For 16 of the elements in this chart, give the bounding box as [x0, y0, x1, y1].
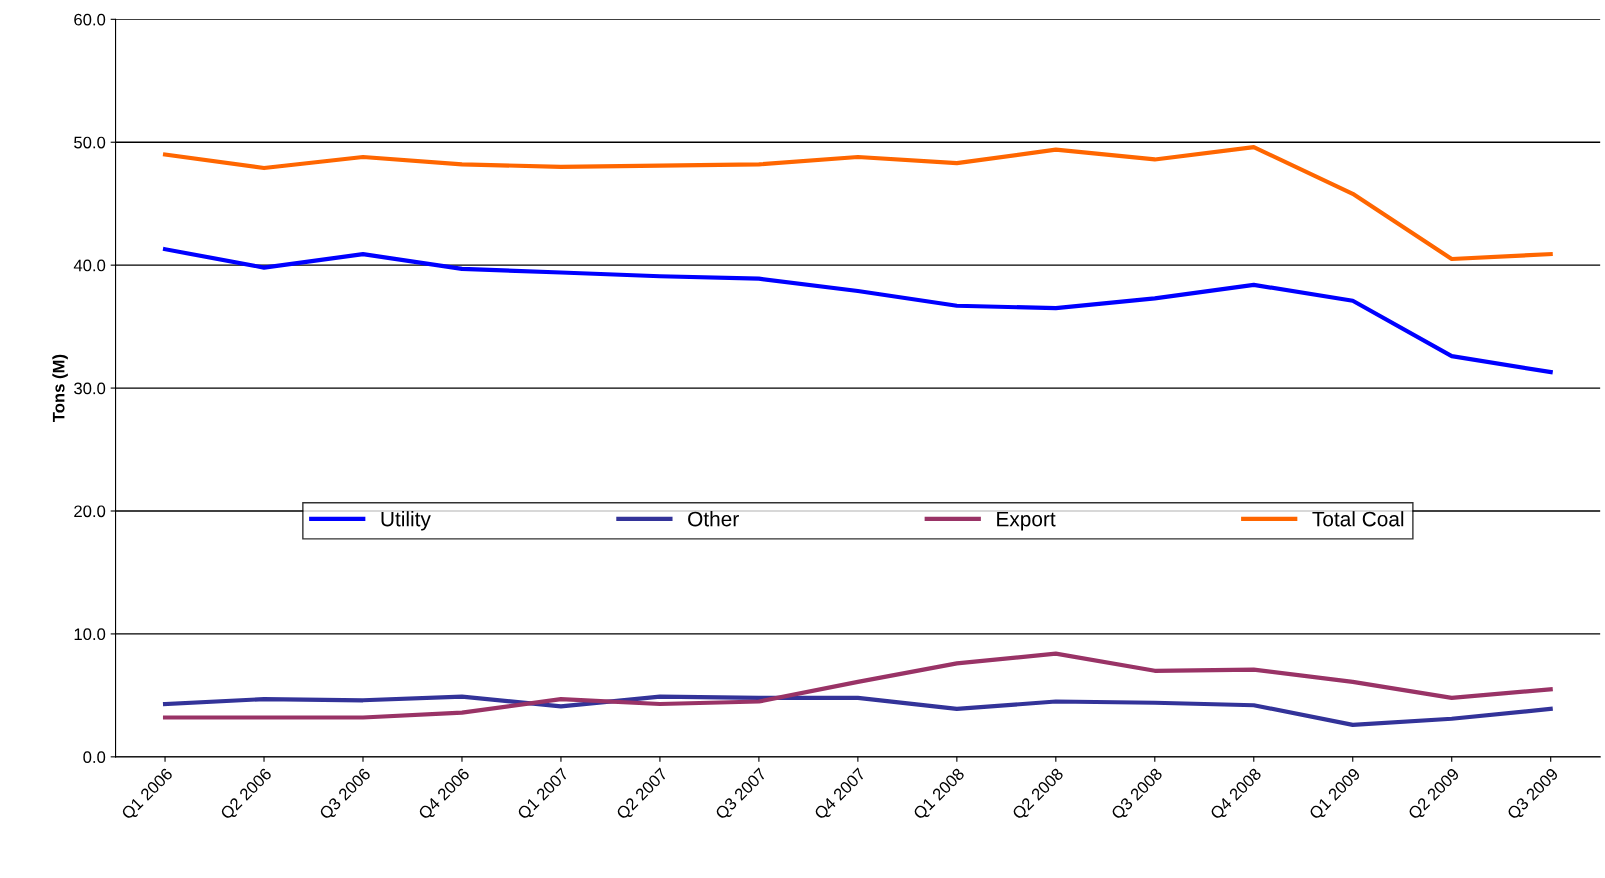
line-series [162, 247, 1553, 375]
y-tick-label: 60.0 [74, 13, 106, 26]
line-series [162, 694, 1553, 727]
y-tick-label: 40.0 [73, 259, 106, 272]
y-axis-title: Tons (M) [52, 354, 68, 422]
legend-label: Total Coal [1312, 511, 1404, 527]
legend-label: Export [997, 511, 1056, 531]
legend-label: Utility [381, 511, 431, 531]
y-tick-label: 20.0 [74, 505, 106, 518]
y-tick-label: 0.0 [83, 751, 106, 764]
y-tick-label: 10.0 [74, 628, 106, 641]
line-series [162, 651, 1553, 720]
y-tick-label: 50.0 [74, 136, 106, 149]
y-tick-label: 30.0 [74, 382, 106, 395]
legend-label: Other [688, 511, 739, 527]
line-series [162, 145, 1553, 262]
